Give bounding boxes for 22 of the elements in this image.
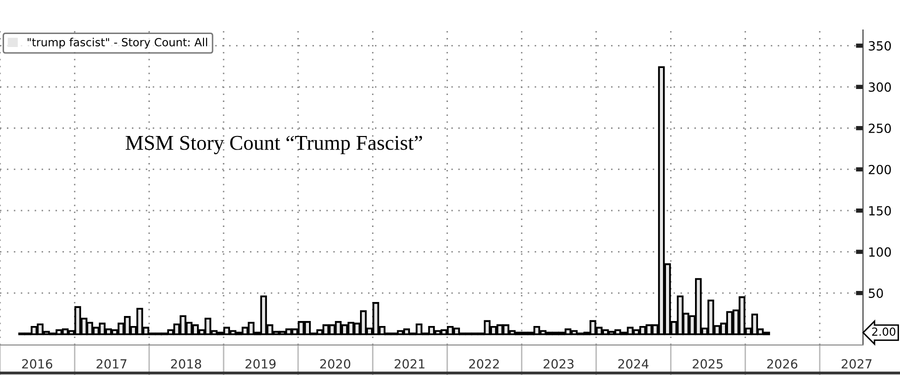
x-tick-label: 2018 bbox=[171, 359, 202, 369]
y-tick-label: 200 bbox=[868, 164, 891, 174]
legend-label: "trump fascist" - Story Count: All bbox=[28, 38, 208, 49]
y-tick-label: 250 bbox=[868, 124, 891, 134]
x-tick-label: 2021 bbox=[394, 359, 424, 369]
x-tick-label: 2026 bbox=[767, 359, 798, 369]
x-tick-label: 2024 bbox=[618, 359, 648, 369]
x-tick-label: 2020 bbox=[320, 359, 350, 369]
y-tick-label: 100 bbox=[869, 247, 891, 257]
y-tick-label: 50 bbox=[868, 288, 883, 298]
x-tick-label: 2019 bbox=[246, 359, 276, 369]
x-tick-label: 2023 bbox=[544, 359, 574, 369]
text: MSM Story Count “Trump Fascist” bbox=[126, 136, 422, 154]
y-tick-label: 150 bbox=[869, 206, 891, 216]
text: 2.00 bbox=[872, 327, 896, 336]
x-tick-label: 2017 bbox=[96, 359, 126, 369]
y-tick-label: 350 bbox=[868, 41, 891, 51]
x-tick-label: 2027 bbox=[842, 359, 872, 369]
x-tick-label: 2025 bbox=[692, 359, 723, 369]
x-tick-label: 2022 bbox=[469, 359, 499, 369]
x-tick-label: 2016 bbox=[22, 359, 52, 369]
y-tick-label: 300 bbox=[868, 82, 891, 92]
